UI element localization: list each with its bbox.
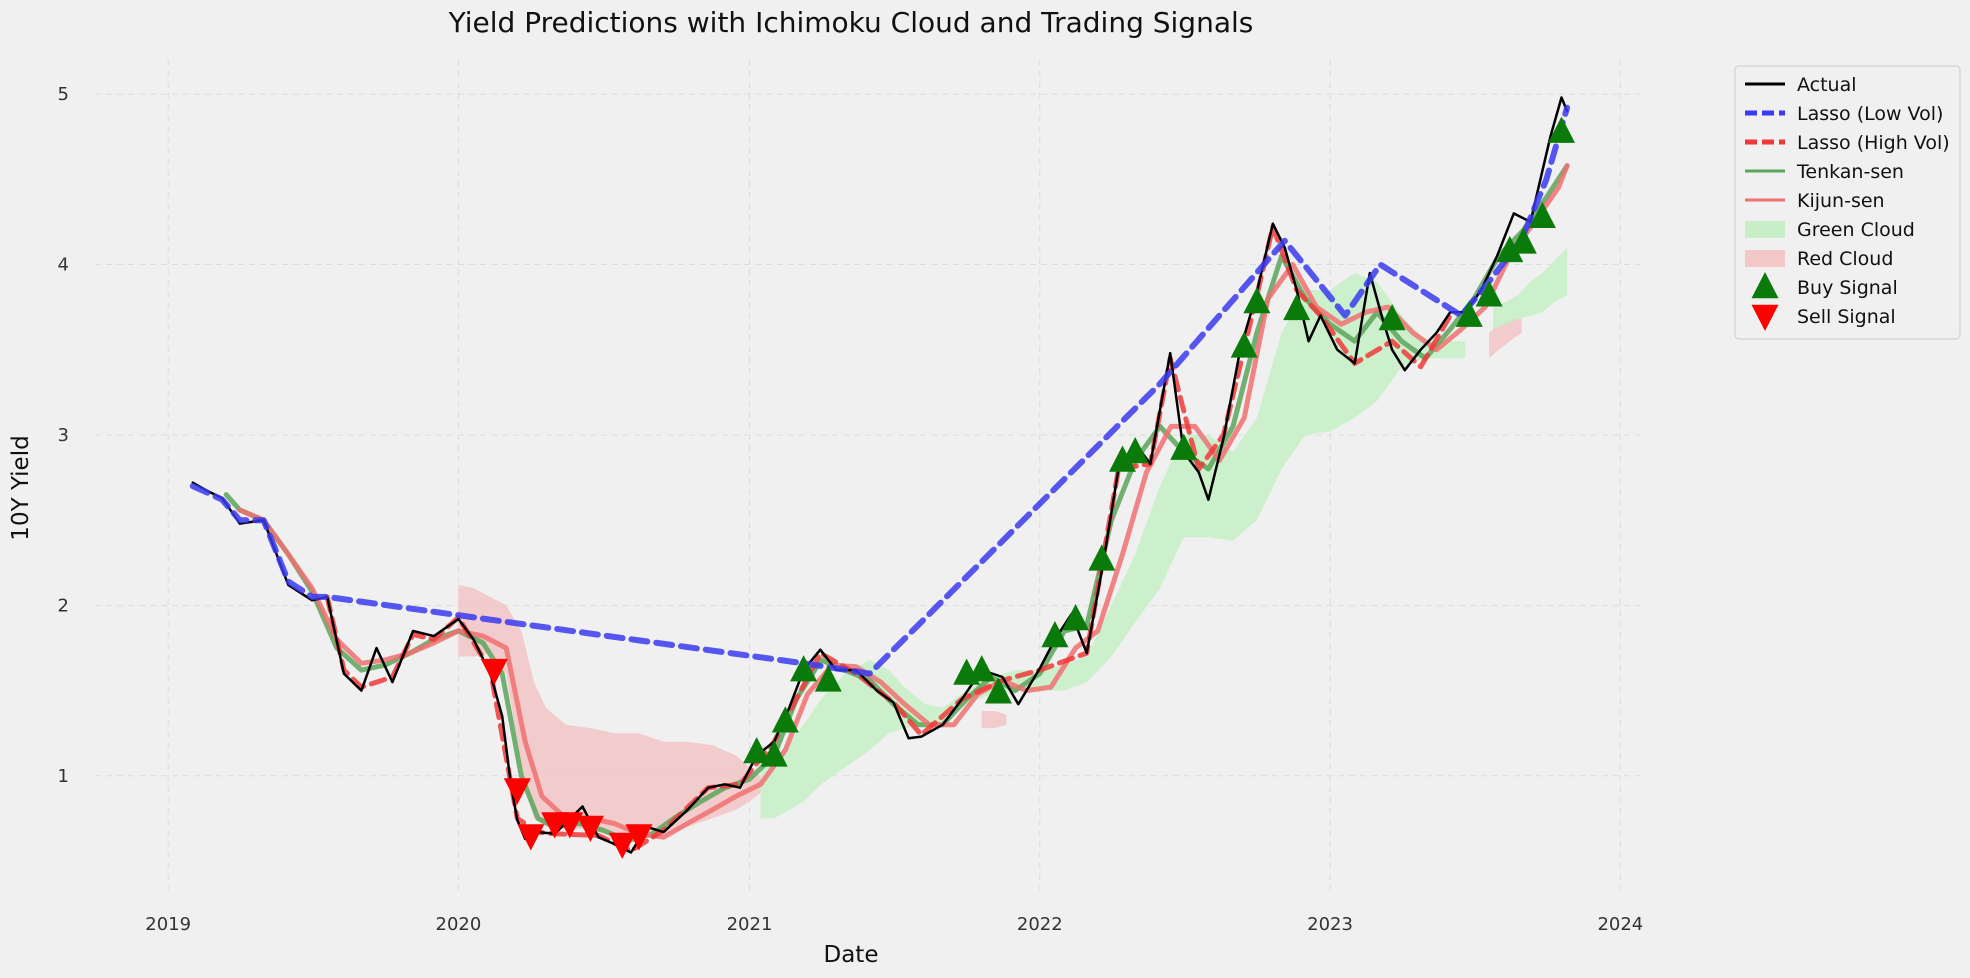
buy-signal-marker <box>743 736 771 764</box>
legend-marker <box>1751 304 1779 331</box>
buy-signal-marker <box>1062 604 1090 631</box>
sell-signal-marker <box>556 812 584 839</box>
legend-entry: Red Cloud <box>1745 248 1893 270</box>
x-axis-title: Date <box>824 942 879 968</box>
sell-signal-marker <box>608 832 636 859</box>
legend-entry: Kijun-sen <box>1745 190 1885 212</box>
green-cloud-area <box>1493 247 1568 330</box>
buy-signal-marker <box>1547 116 1575 143</box>
buy-signal-marker <box>1496 235 1524 263</box>
buy-signal-marker <box>790 655 818 682</box>
sell-signal-marker <box>517 824 545 851</box>
signal-layer <box>480 116 1575 859</box>
buy-signal-marker <box>1121 436 1149 464</box>
tick-labels: 2019 2020 2021 2022 2023 2024 1 2 3 4 5 <box>58 84 1644 935</box>
legend-label: Kijun-sen <box>1797 190 1885 212</box>
legend-label: Tenkan-sen <box>1796 161 1904 183</box>
buy-signal-marker <box>1170 433 1198 460</box>
buy-signal-marker <box>1243 287 1271 314</box>
y-axis-title: 10Y Yield <box>8 435 34 540</box>
legend-marker <box>1751 272 1779 299</box>
legend-label: Green Cloud <box>1797 219 1915 241</box>
sell-signal-marker <box>480 658 508 686</box>
legend-label: Lasso (High Vol) <box>1797 132 1950 154</box>
sell-signal-marker <box>576 815 604 842</box>
buy-signal-marker <box>1378 304 1406 331</box>
buy-signal-marker <box>984 677 1012 704</box>
buy-signal-marker <box>1475 280 1503 307</box>
legend-entry: Sell Signal <box>1751 304 1896 331</box>
y-tick-label: 3 <box>58 425 69 446</box>
buy-signal-marker <box>1088 544 1116 571</box>
buy-signal-marker <box>1455 300 1483 327</box>
buy-signal-marker <box>1283 293 1311 321</box>
sell-signal-marker <box>625 824 653 851</box>
series-actual <box>191 96 1569 854</box>
grid <box>95 60 1645 890</box>
buy-signal-marker <box>1041 621 1069 648</box>
x-tick-label: 2019 <box>145 914 191 935</box>
legend-entry: Green Cloud <box>1745 219 1915 241</box>
legend-entry: Buy Signal <box>1751 272 1898 299</box>
legend-entry: Tenkan-sen <box>1745 161 1904 183</box>
legend-label: Buy Signal <box>1797 277 1898 299</box>
buy-signal-marker <box>1230 331 1258 358</box>
buy-signal-marker <box>1528 201 1556 229</box>
legend-label: Lasso (Low Vol) <box>1797 103 1943 125</box>
x-tick-label: 2020 <box>436 914 482 935</box>
buy-signal-marker <box>760 740 788 767</box>
legend-swatch <box>1745 221 1785 238</box>
buy-signal-marker <box>1109 445 1137 472</box>
legend-entry: Actual <box>1745 74 1857 96</box>
legend-label: Actual <box>1797 74 1857 96</box>
red-cloud-area <box>981 711 1007 729</box>
x-tick-label: 2021 <box>727 914 773 935</box>
chart-title: Yield Predictions with Ichimoku Cloud an… <box>448 6 1254 39</box>
x-tick-label: 2022 <box>1017 914 1063 935</box>
legend-entry: Lasso (Low Vol) <box>1745 103 1943 125</box>
buy-signal-marker <box>771 706 799 733</box>
series-layer <box>189 96 1571 854</box>
buy-signal-marker <box>1509 227 1537 254</box>
buy-signal-marker <box>968 655 996 682</box>
buy-signal-marker <box>814 665 842 692</box>
legend-swatch <box>1745 250 1785 267</box>
red-cloud-area <box>1489 319 1522 359</box>
x-tick-label: 2023 <box>1307 914 1353 935</box>
x-tick-label: 2024 <box>1597 914 1643 935</box>
legend-entry: Lasso (High Vol) <box>1745 132 1950 154</box>
legend: Actual Lasso (Low Vol) Lasso (High Vol) Ten… <box>1734 65 1961 340</box>
y-tick-label: 5 <box>58 84 69 105</box>
y-tick-label: 2 <box>58 595 69 616</box>
y-tick-label: 4 <box>58 255 69 276</box>
legend-box <box>1734 65 1961 340</box>
green-cloud-area <box>760 273 1466 819</box>
y-tick-label: 1 <box>58 766 69 787</box>
legend-label: Red Cloud <box>1797 248 1893 270</box>
legend-label: Sell Signal <box>1797 306 1896 328</box>
sell-signal-marker <box>503 778 531 805</box>
